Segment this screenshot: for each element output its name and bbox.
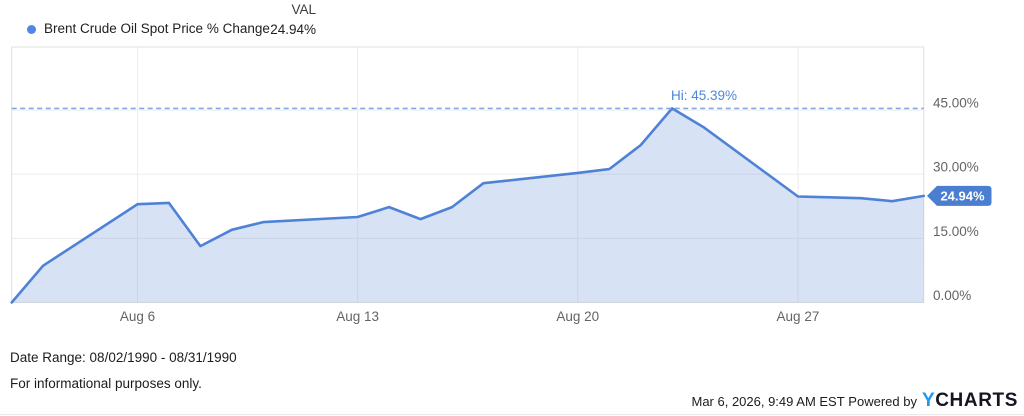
x-axis-tick-label: Aug 27 — [777, 309, 820, 324]
val-column-header: VAL — [291, 2, 316, 17]
ycharts-logo: YCHARTS — [922, 390, 1018, 412]
series-label: Brent Crude Oil Spot Price % Change — [44, 21, 270, 36]
y-axis-tick-label: 15.00% — [933, 224, 979, 239]
series-dot-icon — [27, 25, 36, 34]
disclaimer-text: For informational purposes only. — [10, 376, 202, 391]
hi-annotation-label: Hi: 45.39% — [671, 88, 737, 103]
plot-border — [11, 46, 925, 303]
powered-by-text: Powered by — [844, 394, 917, 409]
x-axis-tick-label: Aug 6 — [120, 309, 155, 324]
value-column: VAL 24.94% — [206, 1, 316, 38]
last-value-badge — [927, 185, 992, 206]
attribution: Mar 6, 2026, 9:49 AM EST Powered by YCHA… — [691, 390, 1018, 412]
timestamp-text: Mar 6, 2026, 9:49 AM EST — [691, 394, 845, 409]
chart-legend: Brent Crude Oil Spot Price % Change — [27, 20, 270, 38]
ycharts-logo-charts: CHARTS — [935, 390, 1018, 411]
last-value-badge-label: 24.94% — [940, 188, 985, 203]
y-axis-tick-label: 0.00% — [933, 288, 971, 303]
y-axis-tick-label: 45.00% — [933, 96, 979, 111]
x-axis-tick-label: Aug 20 — [556, 309, 599, 324]
bottom-divider — [0, 414, 1024, 415]
series-area — [11, 108, 924, 303]
date-range-text: Date Range: 08/02/1990 - 08/31/1990 — [10, 350, 237, 365]
chart-footnotes: Date Range: 08/02/1990 - 08/31/1990 For … — [10, 350, 237, 392]
series-line — [10, 107, 926, 304]
series-current-value: 24.94% — [270, 22, 316, 37]
ycharts-logo-y: Y — [921, 390, 936, 411]
y-axis-tick-label: 30.00% — [933, 160, 979, 175]
x-axis-tick-label: Aug 13 — [336, 309, 379, 324]
